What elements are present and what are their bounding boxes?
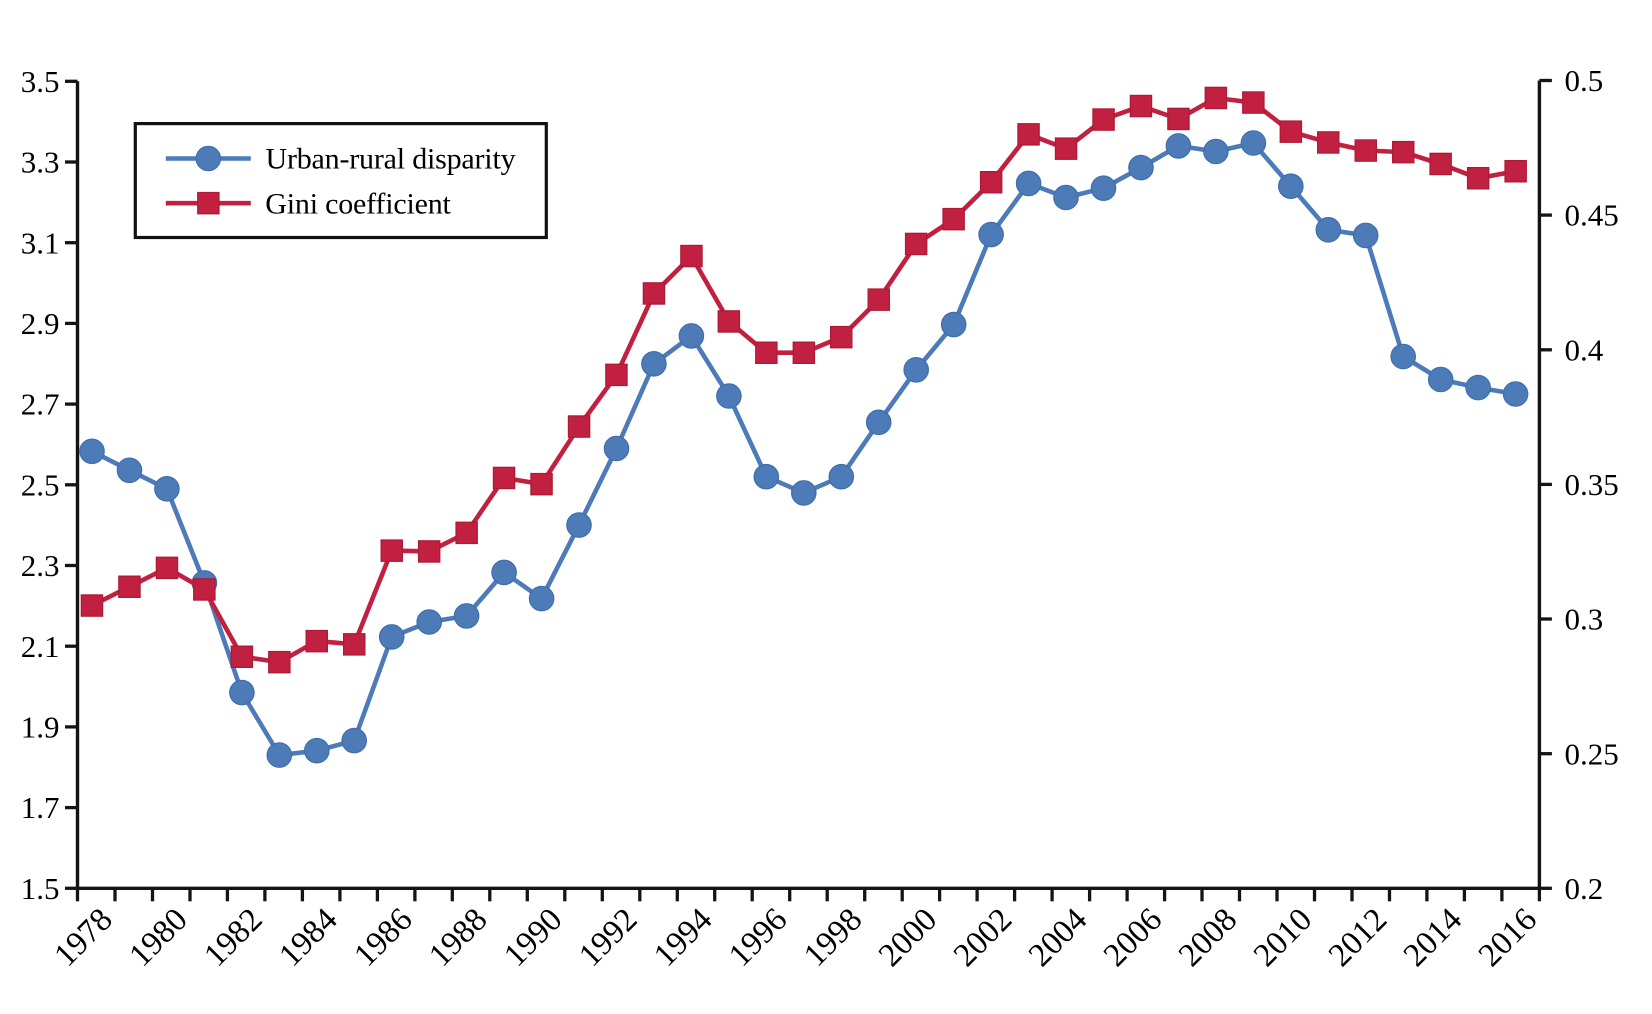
svg-text:1.7: 1.7: [21, 790, 60, 825]
svg-text:1984: 1984: [272, 902, 344, 974]
svg-text:2012: 2012: [1322, 902, 1394, 974]
svg-text:2006: 2006: [1097, 902, 1169, 974]
svg-text:0.45: 0.45: [1565, 198, 1619, 233]
svg-text:3.5: 3.5: [21, 64, 60, 99]
svg-text:2016: 2016: [1472, 902, 1544, 974]
svg-text:2002: 2002: [947, 902, 1019, 974]
svg-text:2.5: 2.5: [21, 467, 60, 502]
svg-text:1.5: 1.5: [21, 871, 60, 906]
svg-text:1982: 1982: [197, 902, 269, 974]
svg-text:1998: 1998: [797, 902, 869, 974]
svg-text:2000: 2000: [872, 902, 944, 974]
svg-text:1996: 1996: [722, 902, 794, 974]
svg-text:0.5: 0.5: [1565, 63, 1604, 98]
svg-text:1978: 1978: [48, 902, 120, 974]
svg-text:1990: 1990: [497, 902, 569, 974]
svg-text:1986: 1986: [347, 902, 419, 974]
svg-text:0.25: 0.25: [1565, 736, 1619, 771]
svg-text:2014: 2014: [1397, 902, 1469, 974]
svg-text:Urban-rural disparity: Urban-rural disparity: [266, 143, 516, 176]
svg-text:3.3: 3.3: [21, 145, 60, 180]
svg-text:1.9: 1.9: [21, 710, 60, 745]
svg-text:0.3: 0.3: [1565, 602, 1604, 637]
svg-text:2008: 2008: [1172, 902, 1244, 974]
svg-text:2004: 2004: [1022, 902, 1094, 974]
svg-text:3.1: 3.1: [21, 225, 60, 260]
svg-text:1994: 1994: [647, 902, 719, 974]
svg-text:2.3: 2.3: [21, 548, 60, 583]
svg-text:1980: 1980: [123, 902, 195, 974]
svg-text:2010: 2010: [1247, 902, 1319, 974]
svg-text:0.4: 0.4: [1565, 332, 1604, 367]
svg-text:2.1: 2.1: [21, 629, 60, 664]
svg-text:Gini coefficient: Gini coefficient: [265, 187, 451, 220]
svg-text:0.2: 0.2: [1565, 871, 1604, 906]
svg-text:1988: 1988: [422, 902, 494, 974]
svg-text:2.7: 2.7: [21, 387, 60, 422]
svg-text:0.35: 0.35: [1565, 467, 1619, 502]
svg-text:1992: 1992: [572, 902, 644, 974]
svg-text:2.9: 2.9: [21, 306, 60, 341]
